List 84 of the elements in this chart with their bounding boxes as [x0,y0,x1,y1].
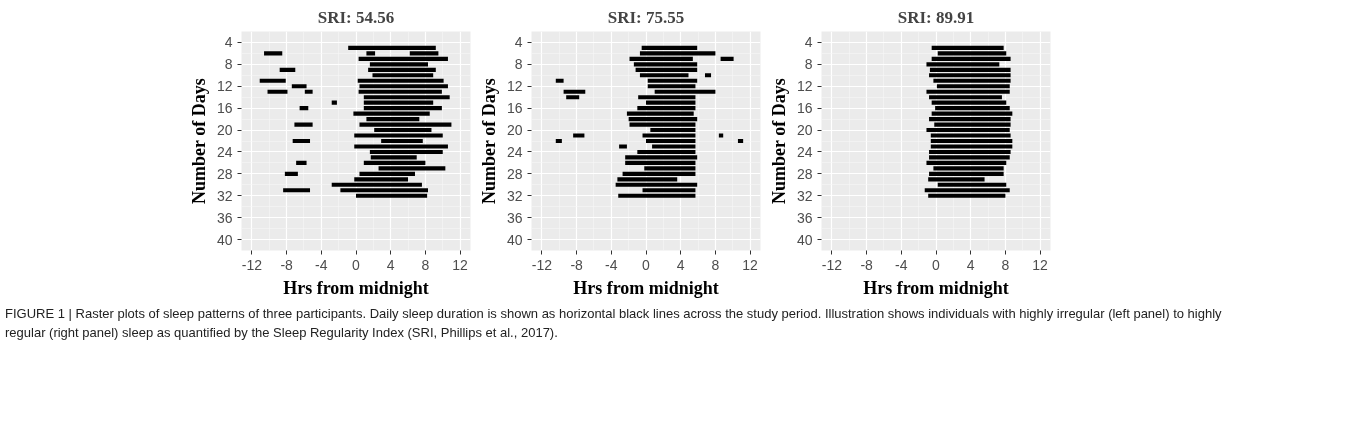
x-tick-label: 0 [932,256,941,273]
x-tick-label: -8 [280,256,294,273]
y-tick-label: 4 [224,34,233,51]
x-axis-title: Hrs from midnight [283,277,429,298]
x-tick-label: 12 [1032,256,1049,273]
y-tick-label: 12 [506,78,523,95]
x-axis-title: Hrs from midnight [863,277,1009,298]
y-tick-label: 12 [216,78,233,95]
x-tick-label: -4 [895,256,908,273]
y-tick-label: 36 [506,209,523,226]
y-tick-label: 40 [796,231,813,248]
x-tick-label: 4 [676,256,685,273]
caption: FIGURE 1 | Raster plots of sleep patterns of three participants. Daily sleep duration is shown as horizontal black lines across the study period. Illustration shows individuals with highly irregular (left panel) to highly regular (right panel) sleep as quantified by the Sleep Regularity Index (SRI, Phillips et al., 2017). [5,305,1223,342]
y-tick-label: 36 [216,209,233,226]
y-tick-label: 28 [506,165,523,182]
y-axis-title: Number of Days [188,78,209,204]
x-tick-label: -12 [531,256,553,273]
y-tick-label: 24 [796,143,813,160]
bar [618,193,696,198]
y-tick-label: 4 [804,34,813,51]
y-tick-label: 8 [224,56,233,73]
y-tick-label: 24 [216,143,233,160]
x-tick-label: 8 [711,256,720,273]
bar [279,67,296,72]
bar [704,73,712,78]
x-tick-label: -4 [605,256,618,273]
bar [304,89,313,94]
bar [331,100,337,105]
y-tick-label: 8 [804,56,813,73]
x-tick-label: 8 [421,256,430,273]
bar [737,138,744,144]
x-tick-label: 8 [1001,256,1010,273]
y-tick-label: 12 [796,78,813,95]
x-tick-label: -4 [315,256,328,273]
y-tick-label: 32 [796,187,813,204]
y-tick-label: 20 [216,122,233,139]
bar [720,56,734,61]
bar [555,138,562,144]
x-tick-label: -12 [821,256,843,273]
y-tick-label: 16 [506,100,523,117]
y-tick-label: 36 [796,209,813,226]
y-tick-label: 4 [514,34,523,51]
y-tick-label: 28 [796,165,813,182]
y-tick-label: 28 [216,165,233,182]
bar [264,51,283,56]
bar [259,78,286,83]
bar [296,160,307,165]
y-tick-label: 24 [506,143,523,160]
bar [573,133,585,138]
y-axis-title: Number of Days [768,78,789,204]
y-tick-label: 16 [216,100,233,117]
y-tick-label: 32 [216,187,233,204]
bar [291,84,307,89]
bar [283,188,311,193]
bar [284,171,298,176]
bar [267,89,288,94]
bar [356,193,428,198]
x-axis-title: Hrs from midnight [573,277,719,298]
chart-title: SRI: 54.56 [317,7,395,27]
x-tick-label: -8 [860,256,874,273]
bar [292,138,311,144]
y-tick-label: 32 [506,187,523,204]
y-tick-label: 40 [506,231,523,248]
x-tick-label: 0 [352,256,361,273]
chart-title: SRI: 89.91 [897,7,975,27]
y-tick-label: 16 [796,100,813,117]
y-tick-label: 40 [216,231,233,248]
x-tick-label: -12 [241,256,263,273]
x-tick-label: 4 [386,256,395,273]
y-tick-label: 20 [796,122,813,139]
y-axis-title: Number of Days [478,78,499,204]
bar [294,122,313,127]
bar [555,78,564,83]
y-tick-label: 20 [506,122,523,139]
bar [619,144,627,149]
x-tick-label: 12 [742,256,759,273]
chart-title: SRI: 75.55 [607,7,685,27]
x-tick-label: 4 [966,256,975,273]
x-tick-label: 0 [642,256,651,273]
bar [928,193,1006,198]
x-tick-label: -8 [570,256,584,273]
x-tick-label: 12 [452,256,469,273]
y-tick-label: 8 [514,56,523,73]
bar [718,133,724,138]
